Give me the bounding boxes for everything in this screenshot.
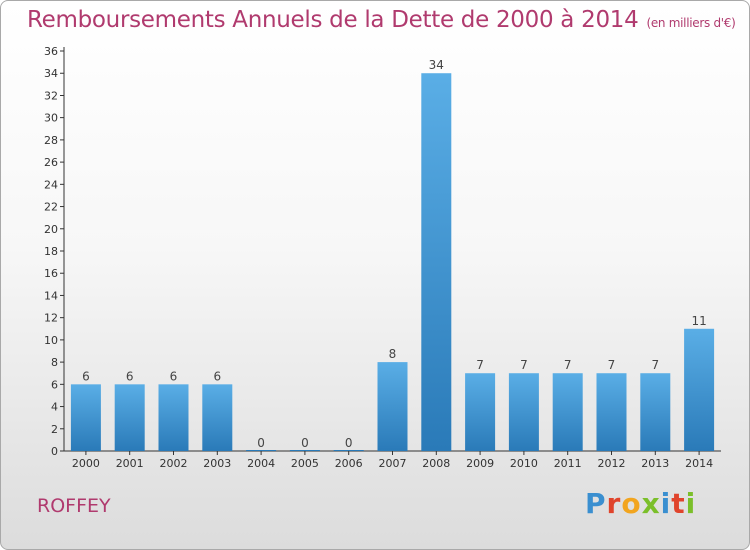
x-tick-label: 2002	[160, 457, 188, 470]
data-label: 0	[301, 436, 309, 450]
y-tick-label: 0	[51, 445, 58, 458]
x-tick-label: 2010	[510, 457, 538, 470]
y-tick-label: 26	[44, 156, 58, 169]
bar	[158, 384, 189, 451]
proxiti-logo: Proxiti	[585, 487, 696, 520]
x-tick-label: 2013	[641, 457, 669, 470]
y-tick-label: 2	[51, 423, 58, 436]
x-tick-label: 2011	[554, 457, 582, 470]
x-tick-label: 2003	[203, 457, 231, 470]
logo-letter: i	[660, 487, 672, 520]
chart-title: Remboursements Annuels de la Dette de 20…	[27, 7, 736, 33]
x-tick-label: 2001	[116, 457, 144, 470]
data-label: 0	[345, 436, 353, 450]
bar	[202, 384, 233, 451]
bar	[684, 328, 715, 451]
y-tick-label: 18	[44, 245, 58, 258]
bar	[333, 450, 364, 451]
commune-name: ROFFEY	[37, 495, 111, 517]
data-label: 6	[170, 369, 178, 383]
data-label: 34	[429, 58, 444, 72]
x-tick-label: 2009	[466, 457, 494, 470]
x-tick-label: 2004	[247, 457, 275, 470]
data-label: 7	[608, 358, 616, 372]
y-tick-label: 34	[44, 67, 58, 80]
bar	[289, 450, 320, 451]
y-tick-label: 36	[44, 45, 58, 58]
y-tick-label: 12	[44, 312, 58, 325]
data-label: 6	[213, 369, 221, 383]
logo-letter: r	[606, 487, 622, 520]
data-label: 0	[257, 436, 265, 450]
y-tick-label: 16	[44, 267, 58, 280]
data-label: 7	[476, 358, 484, 372]
bar	[552, 373, 583, 451]
title-text: Remboursements Annuels de la Dette de 20…	[27, 7, 639, 33]
x-tick-label: 2014	[685, 457, 713, 470]
x-tick-label: 2007	[379, 457, 407, 470]
logo-letter: o	[621, 487, 642, 520]
bar	[640, 373, 671, 451]
y-tick-label: 22	[44, 201, 58, 214]
logo-letter: i	[685, 487, 697, 520]
bar	[70, 384, 101, 451]
data-label: 6	[126, 369, 134, 383]
logo-letter: t	[671, 487, 686, 520]
y-tick-label: 6	[51, 378, 58, 391]
bar	[377, 362, 408, 451]
bar	[246, 450, 277, 451]
logo-letter: P	[585, 487, 607, 520]
y-tick-label: 4	[51, 401, 58, 414]
logo-letter: x	[641, 487, 661, 520]
bar	[114, 384, 145, 451]
data-label: 6	[82, 369, 90, 383]
y-tick-label: 14	[44, 289, 58, 302]
data-label: 7	[520, 358, 528, 372]
chart-subtitle: (en milliers d'€)	[646, 16, 736, 30]
bar	[596, 373, 627, 451]
bar	[421, 73, 452, 451]
x-tick-label: 2000	[72, 457, 100, 470]
y-tick-label: 10	[44, 334, 58, 347]
x-tick-label: 2005	[291, 457, 319, 470]
data-labels: 6 6 6 6 0 0 0 8 34 7 7 7 7 7 11	[82, 58, 707, 450]
y-tick-label: 32	[44, 89, 58, 102]
y-tick-label: 8	[51, 356, 58, 369]
x-tick-label: 2012	[598, 457, 626, 470]
data-label: 7	[564, 358, 572, 372]
data-label: 8	[389, 347, 397, 361]
y-tick-label: 20	[44, 223, 58, 236]
bar	[508, 373, 539, 451]
bar	[465, 373, 496, 451]
data-label: 11	[691, 314, 706, 328]
x-tick-label: 2006	[335, 457, 363, 470]
y-tick-label: 24	[44, 178, 58, 191]
data-label: 7	[651, 358, 659, 372]
y-tick-label: 30	[44, 112, 58, 125]
y-tick-label: 28	[44, 134, 58, 147]
x-tick-label: 2008	[422, 457, 450, 470]
bars	[70, 73, 715, 451]
